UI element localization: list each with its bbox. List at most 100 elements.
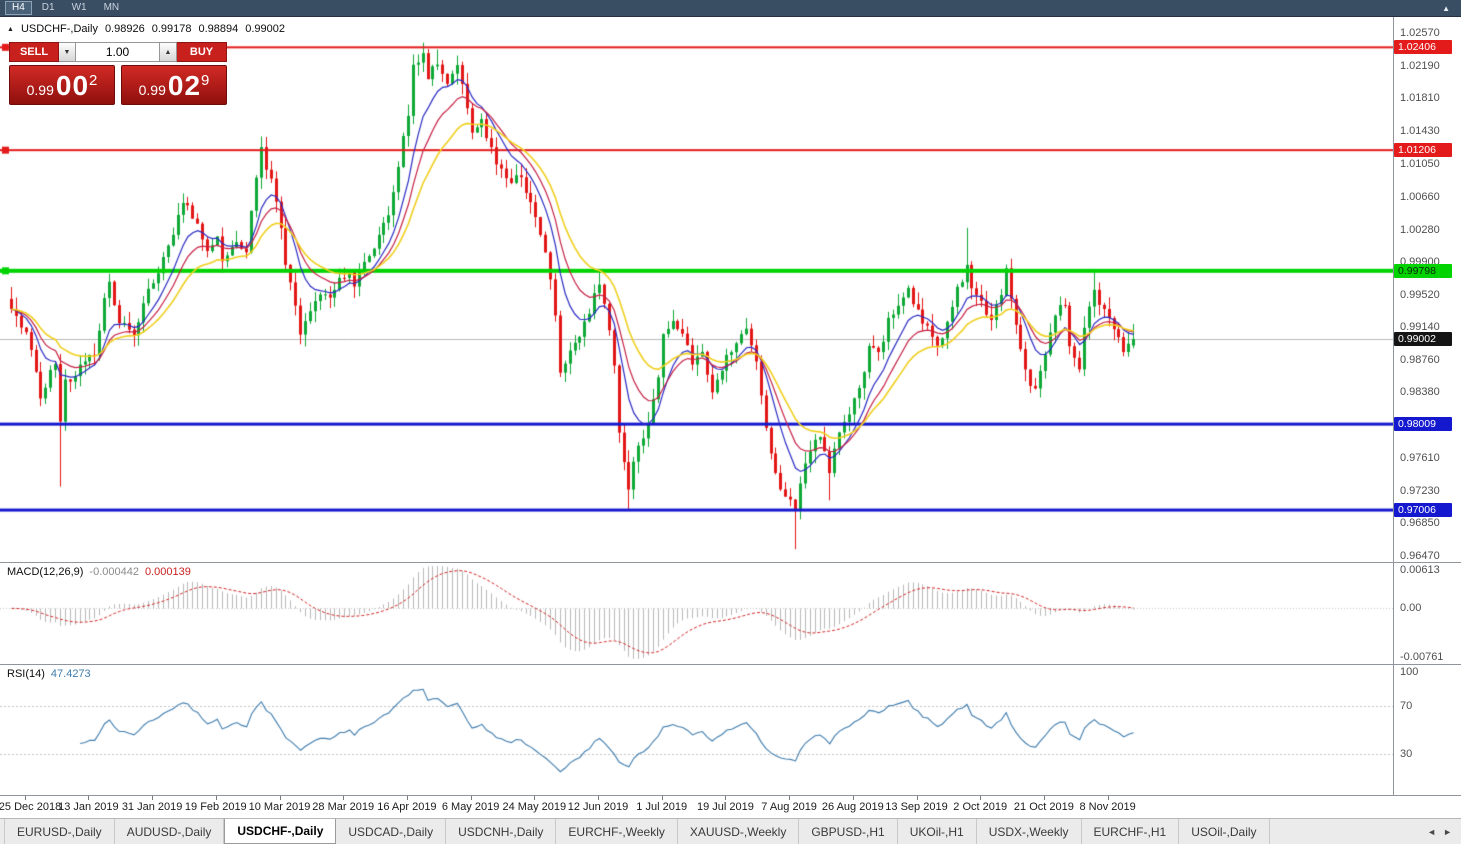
- sell-price-figure: 0.99: [26, 82, 54, 98]
- date-axis-label[interactable]: 21 Oct 2019: [1013, 801, 1074, 813]
- price-axis[interactable]: 1.02570 1.02190 1.01810 1.01430 1.01050 1.006…: [1393, 17, 1461, 562]
- current-price-tag: 0.99002: [1394, 332, 1452, 347]
- price-level-tag: 0.98009: [1394, 417, 1452, 432]
- date-axis-label[interactable]: 13 Jan 2019: [58, 801, 119, 813]
- macd-axis-label: 0.00613: [1400, 564, 1440, 576]
- timeframe-button-w1[interactable]: W1: [71, 2, 87, 13]
- tab-scroll-right-icon[interactable]: ►: [1443, 826, 1452, 837]
- date-tick: [1044, 796, 1045, 800]
- chart-tab-ukoil-h1[interactable]: UKOil-,H1: [898, 819, 977, 844]
- price-level-tag: 1.02406: [1394, 40, 1452, 55]
- price-axis-label: 0.97610: [1400, 452, 1440, 465]
- price-axis-label: 1.02190: [1400, 59, 1440, 72]
- buy-price-fraction: 9: [201, 72, 210, 89]
- date-axis-label[interactable]: 19 Jul 2019: [696, 801, 754, 813]
- rsi-indicator-pane[interactable]: RSI(14) 47.4273 100 70 30: [0, 665, 1461, 796]
- date-axis-label[interactable]: 16 Apr 2019: [377, 801, 437, 813]
- macd-canvas[interactable]: [0, 563, 1393, 664]
- date-tick: [662, 796, 663, 800]
- chart-marker-icon[interactable]: ▲: [7, 25, 14, 33]
- date-tick: [343, 796, 344, 800]
- macd-axis-label: -0.00761: [1400, 651, 1444, 663]
- toolbar-collapse-icon[interactable]: ▲: [1442, 3, 1450, 13]
- rsi-label: RSI(14): [7, 668, 45, 680]
- date-tick: [853, 796, 854, 800]
- chart-tab-eurchf-h1[interactable]: EURCHF-,H1: [1082, 819, 1180, 844]
- chart-title: ▲ USDCHF-,Daily 0.98926 0.99178 0.98894 …: [7, 23, 285, 35]
- chart-tab-eurusd-daily[interactable]: EURUSD-,Daily: [4, 819, 115, 844]
- date-axis-label[interactable]: 19 Feb 2019: [184, 801, 247, 813]
- macd-axis: 0.00613 0.00 -0.00761: [1393, 563, 1461, 664]
- price-axis-label: 0.97230: [1400, 484, 1440, 497]
- volume-increase-button[interactable]: ▲: [160, 42, 177, 62]
- date-tick: [917, 796, 918, 800]
- price-axis-label: 0.98760: [1400, 353, 1440, 366]
- price-axis-label: 1.00280: [1400, 223, 1440, 236]
- rsi-axis-label: 70: [1400, 700, 1413, 713]
- date-axis-label[interactable]: 2 Oct 2019: [953, 801, 1008, 813]
- date-tick: [471, 796, 472, 800]
- date-axis-label[interactable]: 24 May 2019: [502, 801, 567, 813]
- one-click-trading-panel: SELL ▼ ▲ BUY 0.99002 0.99029: [9, 42, 227, 105]
- date-axis-label[interactable]: 8 Nov 2019: [1079, 801, 1136, 813]
- date-axis-label[interactable]: 26 Aug 2019: [821, 801, 884, 813]
- chart-tab-xauusd-weekly[interactable]: XAUUSD-,Weekly: [678, 819, 800, 844]
- macd-indicator-pane[interactable]: MACD(12,26,9) -0.000442 0.000139 0.00613…: [0, 563, 1461, 665]
- ohlc-open: 0.98926: [104, 23, 145, 35]
- rsi-canvas[interactable]: [0, 665, 1393, 795]
- date-tick: [280, 796, 281, 800]
- macd-axis-separator: [1393, 563, 1394, 664]
- sell-price-pips: 00: [55, 70, 90, 101]
- timeframe-button-h4[interactable]: H4: [5, 1, 32, 15]
- buy-price-button[interactable]: 0.99029: [121, 65, 227, 105]
- date-axis-label[interactable]: 12 Jun 2019: [567, 801, 629, 813]
- price-axis-label: 0.98380: [1400, 386, 1440, 399]
- chart-tab-audusd-daily[interactable]: AUDUSD-,Daily: [115, 819, 225, 844]
- price-axis-label: 0.96850: [1400, 517, 1440, 530]
- chart-tab-gbpusd-h1[interactable]: GBPUSD-,H1: [799, 819, 898, 844]
- chart-tab-usdcad-daily[interactable]: USDCAD-,Daily: [336, 819, 447, 844]
- buy-button[interactable]: BUY: [177, 42, 227, 62]
- chart-tab-usdcnh-daily[interactable]: USDCNH-,Daily: [446, 819, 557, 844]
- price-level-tag: 1.01206: [1394, 143, 1452, 158]
- volume-input[interactable]: [76, 42, 160, 62]
- date-axis-label[interactable]: 6 May 2019: [441, 801, 500, 813]
- price-axis-label: 1.01050: [1400, 157, 1440, 170]
- date-axis-label[interactable]: 1 Jul 2019: [636, 801, 688, 813]
- sell-button[interactable]: SELL: [9, 42, 59, 62]
- rsi-axis: 100 70 30: [1393, 665, 1461, 795]
- date-axis-label[interactable]: 7 Aug 2019: [761, 801, 817, 813]
- price-level-tag: 0.97006: [1394, 503, 1452, 518]
- date-tick: [1108, 796, 1109, 800]
- price-axis-label: 0.99520: [1400, 288, 1440, 301]
- chart-tab-bar: EURUSD-,Daily AUDUSD-,Daily USDCHF-,Daily U…: [0, 818, 1461, 844]
- chart-tab-usoil-daily[interactable]: USOil-,Daily: [1179, 819, 1270, 844]
- date-axis-label[interactable]: 28 Mar 2019: [312, 801, 375, 813]
- date-tick: [407, 796, 408, 800]
- date-axis-label[interactable]: 31 Jan 2019: [121, 801, 183, 813]
- volume-decrease-button[interactable]: ▼: [59, 42, 76, 62]
- date-axis[interactable]: 25 Dec 2018 13 Jan 2019 31 Jan 2019 19 Feb …: [0, 796, 1461, 818]
- timeframe-button-mn[interactable]: MN: [103, 2, 120, 13]
- date-tick: [88, 796, 89, 800]
- date-axis-label[interactable]: 10 Mar 2019: [248, 801, 311, 813]
- price-chart-canvas[interactable]: [0, 17, 1393, 562]
- rsi-header: RSI(14) 47.4273: [7, 668, 91, 680]
- chart-tab-usdx-weekly[interactable]: USDX-,Weekly: [977, 819, 1082, 844]
- ohlc-low: 0.98894: [198, 23, 239, 35]
- tab-scroll-left-icon[interactable]: ◄: [1427, 826, 1437, 837]
- ohlc-close: 0.99002: [245, 23, 285, 35]
- chart-tab-eurchf-weekly[interactable]: EURCHF-,Weekly: [556, 819, 678, 844]
- date-axis-label[interactable]: 13 Sep 2019: [885, 801, 948, 813]
- macd-main-value: -0.000442: [89, 566, 139, 578]
- price-axis-label: 1.01810: [1400, 92, 1440, 105]
- price-chart-pane[interactable]: ▲ USDCHF-,Daily 0.98926 0.99178 0.98894 …: [0, 17, 1461, 563]
- date-axis-label[interactable]: 25 Dec 2018: [0, 801, 62, 813]
- buy-price-pips: 02: [167, 70, 202, 101]
- price-axis-label: 0.96470: [1400, 550, 1440, 562]
- timeframe-button-d1[interactable]: D1: [41, 2, 55, 13]
- price-axis-label: 0.99140: [1400, 321, 1440, 334]
- sell-price-button[interactable]: 0.99002: [9, 65, 115, 105]
- chart-tab-usdchf-daily[interactable]: USDCHF-,Daily: [224, 819, 337, 844]
